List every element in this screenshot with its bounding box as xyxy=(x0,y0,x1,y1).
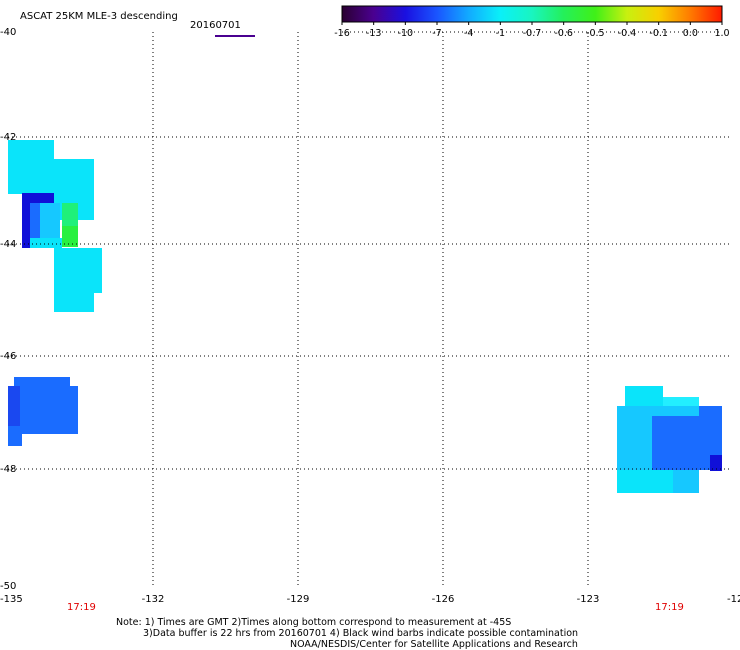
colorbar-tick-label: -13 xyxy=(366,28,382,39)
time-label-right: 17:19 xyxy=(655,602,684,613)
lat-tick-label: -46 xyxy=(0,351,17,362)
lon-tick-label: -129 xyxy=(286,594,310,605)
colorbar-tick-label: 1.0 xyxy=(714,28,729,39)
lat-tick-label: -44 xyxy=(0,239,17,250)
note-line-2: 3)Data buffer is 22 hrs from 20160701 4)… xyxy=(143,628,579,639)
wind-swath-layer xyxy=(8,140,722,493)
lon-tick-label: -135 xyxy=(0,594,23,605)
swath-cell xyxy=(62,226,78,247)
swath-cell xyxy=(30,238,62,248)
swath-cell xyxy=(40,203,60,238)
colorbar-tick-label: -1 xyxy=(496,28,505,39)
lon-tick-label: -124 xyxy=(727,594,740,605)
colorbar-tick-label: -0.1 xyxy=(649,28,668,39)
lat-tick-label: -42 xyxy=(0,132,17,143)
colorbar-tick-label: -16 xyxy=(334,28,350,39)
swath-cell xyxy=(54,248,102,293)
time-label-left: 17:19 xyxy=(67,602,96,613)
swath-cell xyxy=(710,455,722,471)
colorbar-gradient xyxy=(341,5,723,23)
swath-cell xyxy=(699,406,722,470)
colorbar-tick-label: -0.6 xyxy=(554,28,573,39)
figure-date: 20160701 xyxy=(190,20,241,31)
note-line-1: Note: 1) Times are GMT 2)Times along bot… xyxy=(116,617,512,628)
swath-cell xyxy=(625,386,663,406)
lat-tick-label: -50 xyxy=(0,581,17,592)
colorbar-tick-label: -7 xyxy=(432,28,441,39)
note-line-3: NOAA/NESDIS/Center for Satellite Applica… xyxy=(290,639,578,650)
colorbar-tick-label: -10 xyxy=(398,28,414,39)
lat-tick-label: -48 xyxy=(0,464,17,475)
colorbar-tick-label: 0.0 xyxy=(683,28,698,39)
colorbar-tick-label: -0.5 xyxy=(586,28,605,39)
swath-cell xyxy=(8,434,22,446)
lon-tick-label: -126 xyxy=(431,594,455,605)
lat-tick-label: -40 xyxy=(0,27,17,38)
swath-cell xyxy=(663,397,699,407)
graticule-layer xyxy=(8,32,732,586)
colorbar-tick-label: -0.7 xyxy=(523,28,542,39)
swath-cell xyxy=(8,386,20,426)
colorbar-tick-label: -0.4 xyxy=(618,28,637,39)
lon-tick-label: -123 xyxy=(576,594,600,605)
swath-cell xyxy=(14,377,70,387)
swath-cell xyxy=(30,203,40,248)
colorbar: -16 -13 -10 -7 -4 -1 -0.7 -0.6 -0.5 -0.4 -0.1 0.0 1.… xyxy=(334,5,730,39)
swath-cell xyxy=(617,470,673,493)
swath-cell xyxy=(54,293,94,312)
lon-tick-label: -132 xyxy=(141,594,165,605)
colorbar-tick-label: -4 xyxy=(464,28,473,39)
figure-title: ASCAT 25KM MLE-3 descending xyxy=(20,11,178,22)
swath-cell xyxy=(8,140,54,194)
